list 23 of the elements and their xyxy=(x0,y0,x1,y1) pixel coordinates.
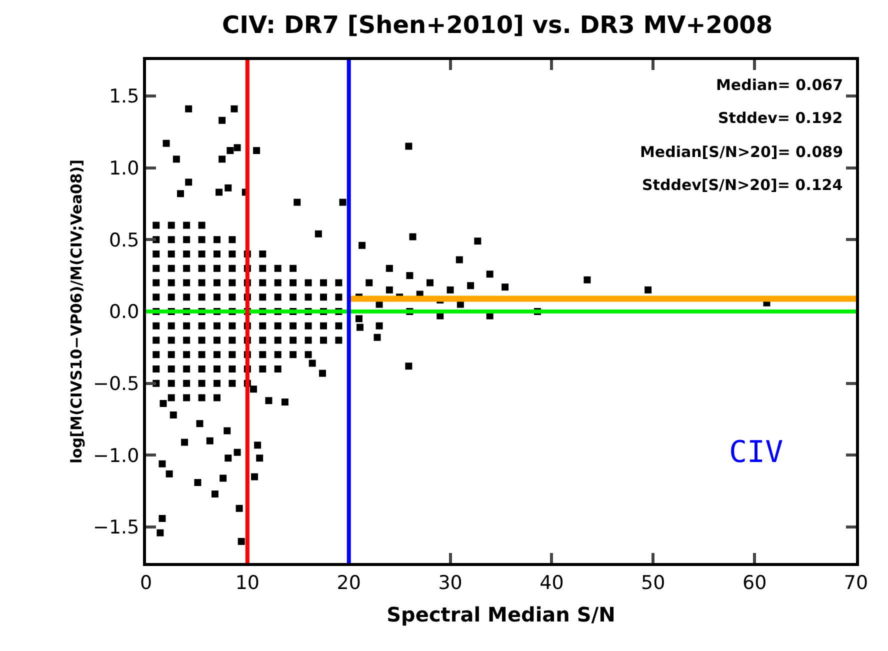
y-tick-label: 0.0 xyxy=(108,301,140,324)
x-axis-title: Spectral Median S/N xyxy=(386,602,616,626)
x-tick-label: 30 xyxy=(438,572,462,594)
x-tick-label: 0 xyxy=(140,572,152,594)
x-tick-label: 60 xyxy=(742,572,767,594)
annotation: Stddev[S/N>20]= 0.124 xyxy=(642,176,843,194)
y-axis-title: log[M(CIVS10−VP06)/M(CIV;Vea08)] xyxy=(67,159,86,464)
x-tick-label: 50 xyxy=(641,572,666,594)
y-tick-label: 1.5 xyxy=(108,86,140,108)
y-tick-label: 1.0 xyxy=(108,157,140,180)
y-tick-label: −1.0 xyxy=(93,444,140,467)
chart-title: CIV: DR7 [Shen+2010] vs. DR3 MV+2008 xyxy=(222,11,773,40)
y-tick-label: −0.5 xyxy=(93,373,140,396)
annotation: Stddev= 0.192 xyxy=(718,109,843,127)
y-tick-label: 0.5 xyxy=(108,229,140,252)
x-tick-label: 40 xyxy=(540,572,564,594)
x-tick-label: 70 xyxy=(844,572,868,594)
annotation: Median[S/N>20]= 0.089 xyxy=(640,143,844,161)
annotation: Median= 0.067 xyxy=(716,76,844,94)
x-tick-label: 10 xyxy=(235,572,260,594)
annotation: CIV xyxy=(729,435,784,470)
y-tick-label: −1.5 xyxy=(93,516,140,539)
x-tick-label: 20 xyxy=(336,572,361,594)
